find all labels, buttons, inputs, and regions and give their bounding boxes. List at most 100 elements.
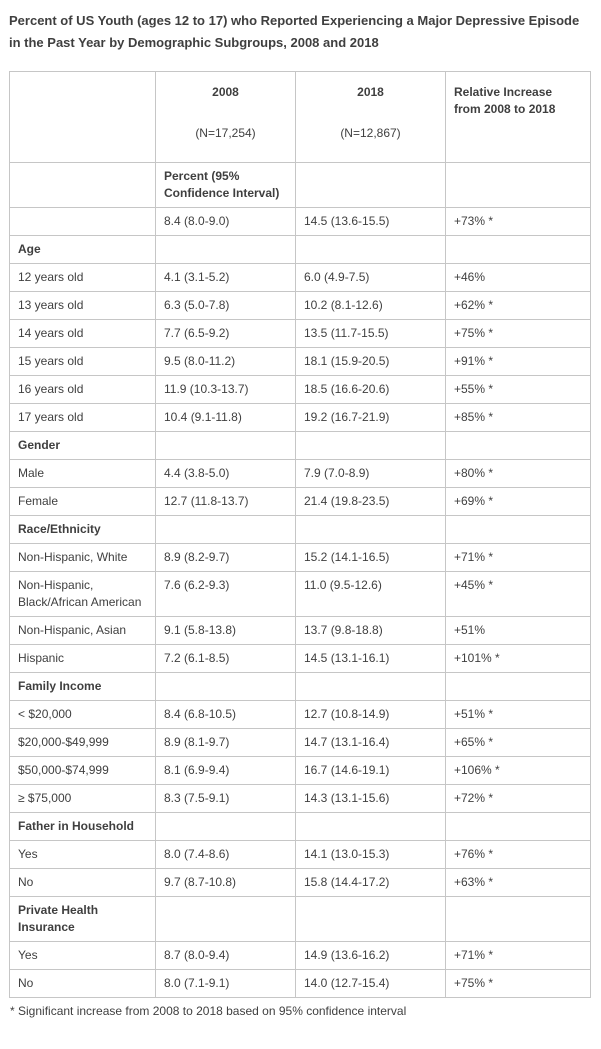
relative-increase-cell: +80% * <box>445 459 591 488</box>
section-header-row: Private Health Insurance <box>9 896 591 942</box>
header-relative-increase-label: Relative Increase from 2008 to 2018 <box>454 85 556 116</box>
value-2018-cell: 21.4 (19.8-23.5) <box>295 487 446 516</box>
value-2008-cell <box>155 431 296 460</box>
section-header-row: Age <box>9 235 591 264</box>
header-2018-sample-size: (N=12,867) <box>340 126 401 140</box>
value-2008-cell: 11.9 (10.3-13.7) <box>155 375 296 404</box>
significance-footnote: * Significant increase from 2008 to 2018… <box>10 1004 407 1018</box>
row-label-cell: Father in Household <box>9 812 156 841</box>
depression-statistics-table: 2008 (N=17,254) 2018 (N=12,867) Relative… <box>9 71 591 998</box>
value-2008-cell: Percent (95% Confidence Interval) <box>155 162 296 208</box>
row-label-cell: Hispanic <box>9 644 156 673</box>
value-2018-cell: 13.5 (11.7-15.5) <box>295 319 446 348</box>
value-2008-cell: 6.3 (5.0-7.8) <box>155 291 296 320</box>
relative-increase-cell <box>445 431 591 460</box>
header-2008-year: 2008 <box>212 85 239 99</box>
relative-increase-cell: +71% * <box>445 543 591 572</box>
value-2018-cell: 14.5 (13.1-16.1) <box>295 644 446 673</box>
header-2008-cell: 2008 (N=17,254) <box>155 71 296 163</box>
value-2018-cell <box>295 812 446 841</box>
row-label-cell: 16 years old <box>9 375 156 404</box>
row-label-cell <box>9 207 156 236</box>
table-row: Non-Hispanic, White 8.9 (8.2-9.7) 15.2 (14… <box>9 543 591 572</box>
relative-increase-cell: +106% * <box>445 756 591 785</box>
row-label-cell: Race/Ethnicity <box>9 515 156 544</box>
value-2008-cell <box>155 812 296 841</box>
table-row: Non-Hispanic, Black/African American 7.6 … <box>9 571 591 617</box>
value-2018-cell: 15.8 (14.4-17.2) <box>295 868 446 897</box>
relative-increase-cell: +91% * <box>445 347 591 376</box>
value-2008-cell: 4.1 (3.1-5.2) <box>155 263 296 292</box>
value-2018-cell: 16.7 (14.6-19.1) <box>295 756 446 785</box>
value-2018-cell: 18.1 (15.9-20.5) <box>295 347 446 376</box>
relative-increase-cell: +75% * <box>445 969 591 998</box>
relative-increase-cell: +85% * <box>445 403 591 432</box>
relative-increase-cell: +63% * <box>445 868 591 897</box>
value-2018-cell: 13.7 (9.8-18.8) <box>295 616 446 645</box>
relative-increase-cell <box>445 235 591 264</box>
value-2008-cell: 8.9 (8.2-9.7) <box>155 543 296 572</box>
relative-increase-cell: +62% * <box>445 291 591 320</box>
table-row: 12 years old 4.1 (3.1-5.2) 6.0 (4.9-7.5) +4… <box>9 263 591 292</box>
relative-increase-cell <box>445 515 591 544</box>
row-label-cell: 17 years old <box>9 403 156 432</box>
row-label-cell: Non-Hispanic, Asian <box>9 616 156 645</box>
table-row: Percent (95% Confidence Interval) <box>9 162 591 208</box>
page-container: Percent of US Youth (ages 12 to 17) who … <box>9 13 591 1018</box>
value-2008-cell: 9.1 (5.8-13.8) <box>155 616 296 645</box>
table-row: No 9.7 (8.7-10.8) 15.8 (14.4-17.2) +63% * <box>9 868 591 897</box>
value-2018-cell: 6.0 (4.9-7.5) <box>295 263 446 292</box>
row-label-cell <box>9 162 156 208</box>
table-row: 13 years old 6.3 (5.0-7.8) 10.2 (8.1-12.6)… <box>9 291 591 320</box>
row-label-cell: $20,000-$49,999 <box>9 728 156 757</box>
value-2008-cell <box>155 896 296 942</box>
value-2018-cell <box>295 162 446 208</box>
relative-increase-cell: +101% * <box>445 644 591 673</box>
value-2018-cell: 14.1 (13.0-15.3) <box>295 840 446 869</box>
row-label-cell: $50,000-$74,999 <box>9 756 156 785</box>
header-empty-cell <box>9 71 156 163</box>
table-row: $50,000-$74,999 8.1 (6.9-9.4) 16.7 (14.6-1… <box>9 756 591 785</box>
section-header-row: Gender <box>9 431 591 460</box>
row-label-cell: Yes <box>9 840 156 869</box>
table-row: Yes 8.7 (8.0-9.4) 14.9 (13.6-16.2) +71% * <box>9 941 591 970</box>
value-2008-cell: 12.7 (11.8-13.7) <box>155 487 296 516</box>
value-2008-cell: 8.9 (8.1-9.7) <box>155 728 296 757</box>
row-label-cell: Yes <box>9 941 156 970</box>
relative-increase-cell: +51% * <box>445 700 591 729</box>
value-2018-cell: 12.7 (10.8-14.9) <box>295 700 446 729</box>
value-2018-cell <box>295 672 446 701</box>
row-label-cell: Age <box>9 235 156 264</box>
value-2008-cell: 9.5 (8.0-11.2) <box>155 347 296 376</box>
relative-increase-cell: +65% * <box>445 728 591 757</box>
value-2018-cell <box>295 235 446 264</box>
row-label-cell: Family Income <box>9 672 156 701</box>
row-label-cell: Female <box>9 487 156 516</box>
relative-increase-cell: +72% * <box>445 784 591 813</box>
relative-increase-cell: +45% * <box>445 571 591 617</box>
row-label-cell: Gender <box>9 431 156 460</box>
row-label-cell: Non-Hispanic, White <box>9 543 156 572</box>
value-2018-cell <box>295 431 446 460</box>
relative-increase-cell <box>445 162 591 208</box>
value-2018-cell: 19.2 (16.7-21.9) <box>295 403 446 432</box>
row-label-cell: No <box>9 868 156 897</box>
page-title: Percent of US Youth (ages 12 to 17) who … <box>9 13 580 50</box>
value-2018-cell: 14.7 (13.1-16.4) <box>295 728 446 757</box>
value-2008-cell: 9.7 (8.7-10.8) <box>155 868 296 897</box>
value-2018-cell <box>295 896 446 942</box>
table-row: 16 years old 11.9 (10.3-13.7) 18.5 (16.6-2… <box>9 375 591 404</box>
table-row: $20,000-$49,999 8.9 (8.1-9.7) 14.7 (13.1-1… <box>9 728 591 757</box>
relative-increase-cell: +69% * <box>445 487 591 516</box>
relative-increase-cell <box>445 672 591 701</box>
value-2008-cell <box>155 672 296 701</box>
table-row: 14 years old 7.7 (6.5-9.2) 13.5 (11.7-15.5… <box>9 319 591 348</box>
value-2008-cell: 7.2 (6.1-8.5) <box>155 644 296 673</box>
table-row: ≥ $75,000 8.3 (7.5-9.1) 14.3 (13.1-15.6) +7… <box>9 784 591 813</box>
value-2008-cell: 8.0 (7.4-8.6) <box>155 840 296 869</box>
section-header-row: Race/Ethnicity <box>9 515 591 544</box>
value-2008-cell: 4.4 (3.8-5.0) <box>155 459 296 488</box>
table-row: 15 years old 9.5 (8.0-11.2) 18.1 (15.9-20.… <box>9 347 591 376</box>
value-2018-cell: 18.5 (16.6-20.6) <box>295 375 446 404</box>
row-label-cell: < $20,000 <box>9 700 156 729</box>
